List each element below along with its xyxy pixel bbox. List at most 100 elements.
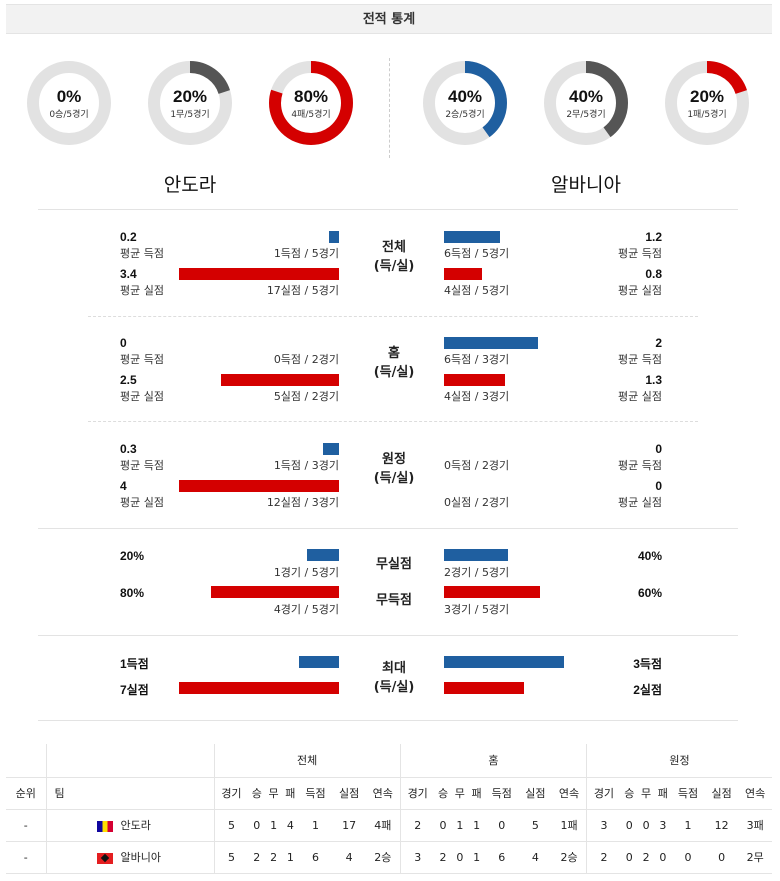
right-avg-score: 1.2 (645, 230, 662, 244)
column-header: 실점 (704, 777, 739, 810)
left-max-concede-bar (179, 682, 339, 694)
donut-chart: 40% 2승/5경기 (420, 58, 510, 152)
left-concede-text: 17실점 / 5경기 (266, 284, 339, 297)
donut-arc (665, 61, 749, 145)
column-header: 패 (654, 777, 672, 810)
column-header: 실점 (518, 777, 553, 810)
rank-cell: - (6, 809, 46, 842)
left-clean-pct: 20% (120, 549, 145, 563)
donut-chart: 80% 4패/5경기 (266, 58, 356, 152)
stat-cell: 4패 (365, 809, 401, 842)
rank-header: 순위 (6, 777, 46, 810)
donut-record: 2무/5경기 (566, 110, 606, 120)
donut-chart: 20% 1무/5경기 (145, 58, 235, 152)
column-header: 득점 (671, 777, 705, 810)
donut-arc (269, 61, 353, 145)
right-avg-concede: 1.3 (645, 373, 662, 387)
stat-cell: 2 (637, 841, 655, 874)
column-header: 무 (265, 777, 282, 810)
stat-cell: 0 (654, 841, 672, 874)
right-concede-bar (444, 374, 505, 386)
donut-record: 2승/5경기 (445, 110, 485, 120)
stat-cell: 3 (654, 809, 672, 842)
right-concede-text: 4실점 / 5경기 (444, 284, 510, 297)
section-category: 홈 (득/실) (373, 346, 415, 380)
left-avg-score-label: 평균 득점 (120, 459, 164, 472)
no-score-label: 무득점 (376, 593, 412, 608)
column-header: 경기 (585, 777, 621, 810)
right-avg-concede: 0 (655, 479, 662, 493)
table-column-header: 순위 팀 경기 승 무 패 득점 실점 연속 경기 승 무 패 득점 실점 연속 경기 승 무 패 득점 실점 연속 (6, 777, 772, 810)
donut-record: 0승/5경기 (49, 110, 89, 120)
right-avg-score-label: 평균 득점 (618, 459, 662, 472)
stat-cell: 2 (399, 809, 435, 842)
stat-cell: 0 (620, 841, 638, 874)
right-score-text: 6득점 / 5경기 (444, 247, 510, 260)
left-fail-bar (211, 586, 339, 598)
right-avg-score: 2 (655, 336, 662, 350)
stat-cell: 1 (265, 809, 282, 842)
stat-cell: 1 (468, 809, 485, 842)
left-avg-score: 0.3 (120, 442, 137, 456)
stat-cell: 6 (298, 841, 333, 874)
stat-cell: 17 (332, 809, 366, 842)
stat-cell: 4 (332, 841, 366, 874)
stat-cell: 0 (484, 809, 519, 842)
left-avg-concede: 2.5 (120, 373, 137, 387)
donut-chart: 0% 0승/5경기 (24, 58, 114, 152)
right-fail-bar (444, 586, 540, 598)
column-header: 무 (637, 777, 655, 810)
column-header: 패 (281, 777, 299, 810)
stat-cell: 5 (213, 841, 249, 874)
table-row: - 안도라 5 0 1 4 1 17 4패 2 0 1 1 0 5 1패 3 0 0 3 1 12 3패 (6, 809, 772, 842)
right-avg-score: 0 (655, 442, 662, 456)
clean-sheet-label: 무실점 (376, 557, 412, 572)
stat-cell: 0 (451, 841, 469, 874)
group-away: 원정 (586, 744, 772, 778)
left-max-score: 1득점 (120, 657, 149, 671)
stat-cell: 3패 (738, 809, 772, 842)
right-concede-bar (444, 268, 482, 280)
left-concede-bar (179, 268, 339, 280)
left-concede-text: 5실점 / 2경기 (273, 390, 339, 403)
donut-record: 4패/5경기 (291, 110, 331, 120)
stat-cell: 0 (704, 841, 739, 874)
right-clean-text: 2경기 / 5경기 (444, 566, 510, 579)
team-name-left: 안도라 (163, 174, 217, 196)
left-score-text: 0득점 / 2경기 (273, 353, 339, 366)
left-concede-text: 12실점 / 3경기 (266, 496, 339, 509)
right-concede-text: 0실점 / 2경기 (444, 496, 510, 509)
left-avg-score-label: 평균 득점 (120, 353, 164, 366)
donut-chart: 40% 2무/5경기 (541, 58, 631, 152)
stat-cell: 1 (298, 809, 333, 842)
group-total: 전체 (213, 744, 401, 778)
right-max-concede: 2실점 (633, 683, 662, 697)
standings-table: 전체 홈 원정 순위 팀 경기 승 무 패 득점 실점 연속 경기 승 무 패 득점 실점 연속 경기 승 무 패… (6, 744, 772, 874)
divider (38, 528, 738, 529)
column-header: 연속 (738, 777, 772, 810)
stat-cell: 2승 (552, 841, 587, 874)
divider (38, 635, 738, 636)
left-fail-pct: 80% (120, 586, 145, 600)
left-avg-concede-label: 평균 실점 (120, 284, 164, 297)
team-cell[interactable]: 알바니아 (45, 841, 214, 874)
section-category: 원정 (득/실) (373, 452, 415, 486)
donut-arc (423, 61, 507, 145)
stat-cell: 2 (434, 841, 452, 874)
right-fail-text: 3경기 / 5경기 (444, 603, 510, 616)
group-home: 홈 (399, 744, 587, 778)
team-cell[interactable]: 안도라 (45, 809, 214, 842)
donut-arc (544, 61, 628, 145)
rank-cell: - (6, 841, 46, 874)
section-category: 전체 (득/실) (373, 240, 415, 274)
column-header: 패 (468, 777, 485, 810)
left-score-bar (323, 443, 339, 455)
left-avg-score-label: 평균 득점 (120, 247, 164, 260)
column-header: 득점 (484, 777, 519, 810)
column-header: 무 (451, 777, 469, 810)
donut-record: 1패/5경기 (687, 110, 727, 120)
right-avg-score-label: 평균 득점 (618, 247, 662, 260)
stat-cell: 12 (704, 809, 739, 842)
right-max-score: 3득점 (633, 657, 662, 671)
left-score-bar (329, 231, 339, 243)
